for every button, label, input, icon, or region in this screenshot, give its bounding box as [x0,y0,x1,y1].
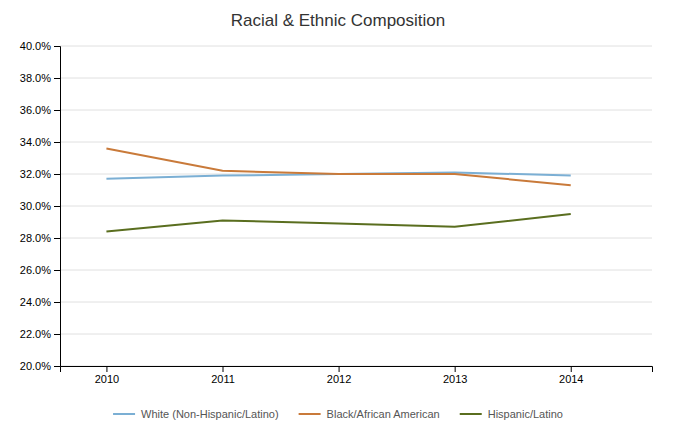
tick: 30.0% [20,200,60,212]
grid-line [60,270,652,271]
grid-line [60,78,652,79]
tick-label: 34.0% [20,136,51,148]
axis-line [61,367,653,373]
grid [60,46,652,366]
grid-line [60,110,652,111]
tick-label: 2013 [443,373,467,385]
tick-label: 22.0% [20,328,51,340]
chart-title: Racial & Ethnic Composition [231,11,445,30]
tick: 20.0% [20,360,60,372]
lines [106,148,570,231]
tick-mark [54,174,60,175]
series-line [106,148,570,185]
tick-mark [455,366,456,372]
legend-label: Black/African American [327,408,440,420]
tick: 38.0% [20,72,60,84]
tick-mark [54,366,60,367]
axis-line [54,47,61,367]
tick-label: 28.0% [20,232,51,244]
tick: 28.0% [20,232,60,244]
legend-swatch [299,413,321,415]
tick-mark [339,366,340,372]
tick-mark [54,46,60,47]
legend-swatch [113,413,135,415]
tick-label: 2014 [559,373,583,385]
grid-line [60,206,652,207]
tick: 24.0% [20,296,60,308]
tick-label: 24.0% [20,296,51,308]
tick-label: 38.0% [20,72,51,84]
legend-label: White (Non-Hispanic/Latino) [141,408,279,420]
tick-mark [54,142,60,143]
tick-mark [54,334,60,335]
tick-mark [54,302,60,303]
legend: White (Non-Hispanic/Latino) Black/African… [113,408,563,420]
grid-line [60,238,652,239]
tick-label: 2011 [211,373,235,385]
tick: 2014 [559,366,583,385]
tick-mark [54,270,60,271]
y-axis: 20.0% 22.0% 24.0% 26.0% 28.0% 30.0% 32.0% 34.0%… [20,40,61,372]
tick: 2011 [211,366,235,385]
tick-mark [54,78,60,79]
tick: 26.0% [20,264,60,276]
tick-mark [54,206,60,207]
tick-mark [106,366,107,372]
tick-label: 26.0% [20,264,51,276]
grid-line [60,334,652,335]
tick: 2010 [95,366,119,385]
tick-mark [54,238,60,239]
tick-label: 20.0% [20,360,51,372]
tick-label: 30.0% [20,200,51,212]
legend-swatch [460,413,482,415]
tick-label: 40.0% [20,40,51,52]
tick: 32.0% [20,168,60,180]
legend-item: Black/African American [299,408,440,420]
plot-area: 2010 2011 2012 2013 2014 20.0% 22.0% 24.0% 26.0%… [20,40,653,385]
chart-container: 2010 2011 2012 2013 2014 20.0% 22.0% 24.0% 26.0%… [0,0,676,442]
grid-line [60,302,652,303]
series-line [106,214,570,232]
tick-label: 2012 [327,373,351,385]
x-axis: 2010 2011 2012 2013 2014 [61,366,653,385]
legend-item: White (Non-Hispanic/Latino) [113,408,279,420]
tick: 36.0% [20,104,60,116]
tick: 40.0% [20,40,60,52]
chart-svg: 2010 2011 2012 2013 2014 20.0% 22.0% 24.0% 26.0%… [0,0,676,442]
tick-mark [54,110,60,111]
grid-line [60,142,652,143]
tick-label: 36.0% [20,104,51,116]
tick-label: 32.0% [20,168,51,180]
tick: 2013 [443,366,467,385]
legend-label: Hispanic/Latino [488,408,563,420]
tick: 34.0% [20,136,60,148]
tick: 2012 [327,366,351,385]
legend-item: Hispanic/Latino [460,408,563,420]
grid-line [60,46,652,47]
tick-mark [223,366,224,372]
tick: 22.0% [20,328,60,340]
tick-label: 2010 [95,373,119,385]
tick-mark [571,366,572,372]
